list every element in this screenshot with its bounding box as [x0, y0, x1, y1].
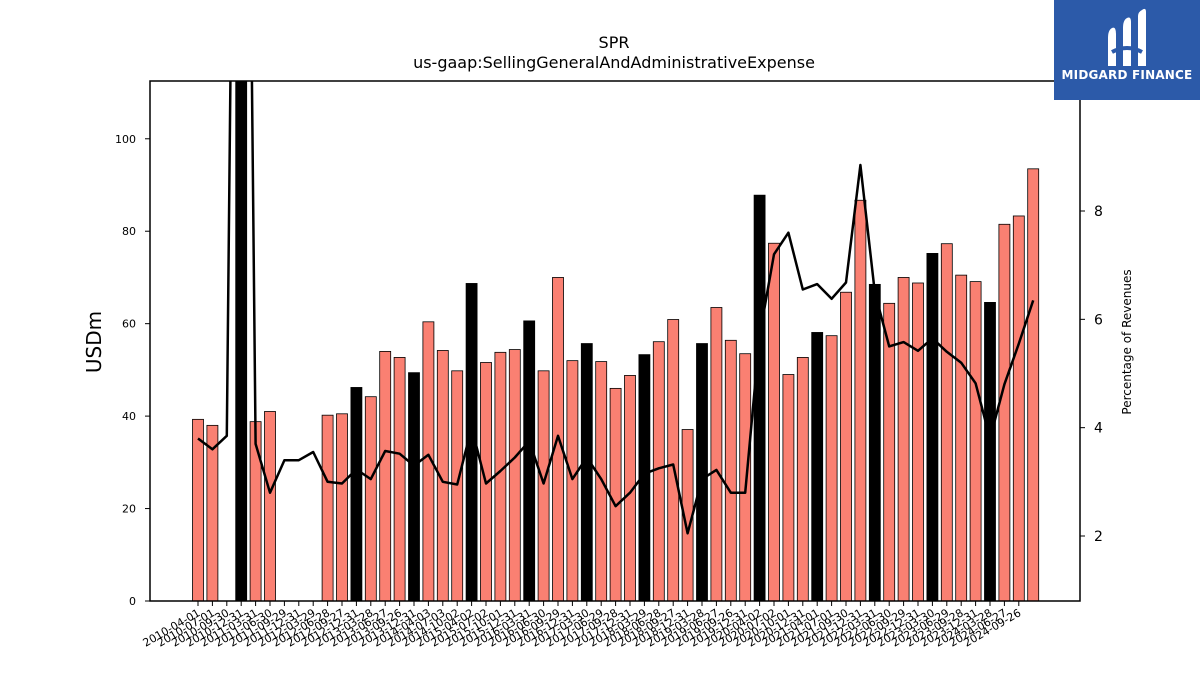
bar-2016-03-31: [523, 320, 536, 601]
bar-2024-06-27: [998, 223, 1011, 601]
bar-2012-09-27: [336, 413, 348, 601]
y2-axis-label: Percentage of Revenues: [1120, 269, 1134, 414]
bar-2013-03-28: [364, 396, 377, 601]
bar-2010-04-01: [192, 418, 204, 601]
bar-2021-07-01: [825, 335, 838, 601]
bar-2012-12-31: [350, 387, 363, 601]
y2-tick-label: 2: [1094, 529, 1103, 545]
bar-2020-10-01: [782, 374, 795, 601]
bar-undefined: [1027, 168, 1040, 601]
bar-series: [192, 81, 1040, 601]
bar-2023-06-29: [940, 243, 953, 601]
bar-2022-03-31: [868, 283, 881, 601]
axes: [149, 80, 1081, 602]
bar-2016-12-31: [566, 360, 579, 601]
bar-2019-09-26: [724, 339, 737, 601]
bar-2022-12-31: [912, 282, 924, 601]
bar-2011-03-31: [249, 421, 262, 601]
bar-2021-04-01: [811, 332, 824, 601]
plot-frame: [149, 80, 1081, 602]
brand-logo: MIDGARD FINANCE: [1054, 0, 1200, 100]
bar-2015-04-02: [465, 283, 478, 601]
bar-2019-03-28: [696, 343, 708, 601]
brand-name: MIDGARD FINANCE: [1061, 68, 1193, 82]
y-tick-label: 40: [122, 410, 136, 423]
y2-tick-label: 6: [1094, 312, 1103, 328]
bar-2014-07-03: [436, 350, 449, 601]
chart-title: SPR: [599, 33, 630, 52]
bar-2015-10-01: [494, 351, 507, 601]
bar-2019-12-31: [739, 353, 752, 601]
bar-2024-09-26: [1012, 215, 1025, 601]
bar-2020-07-02: [768, 242, 780, 601]
bar-2022-06-30: [883, 302, 896, 601]
bar-2010-12-31: [235, 81, 248, 601]
bar-2017-09-28: [609, 387, 622, 601]
y-axis-ticks: 0 20 40 60 80 100: [115, 133, 150, 608]
bar-2018-09-27: [667, 319, 680, 601]
bar-2010-07-01: [206, 424, 219, 601]
bar-2018-03-29: [638, 354, 651, 601]
midgard-m-logo-icon: [1108, 8, 1146, 67]
bar-2017-03-30: [580, 343, 593, 601]
bar-2012-06-28: [321, 414, 334, 601]
bar-2021-12-31: [854, 199, 867, 601]
y-tick-label: 60: [122, 318, 136, 331]
y2-tick-label: 8: [1094, 204, 1103, 220]
y-axis-label: USDm: [82, 311, 106, 373]
bar-2024-03-28: [984, 302, 996, 601]
y-tick-label: 0: [129, 595, 136, 608]
bar-2023-09-28: [955, 274, 968, 601]
y2-axis-ticks: 2 4 6 8: [1080, 204, 1103, 545]
bar-2013-12-31: [408, 372, 420, 601]
bar-2014-10-02: [451, 370, 464, 601]
bar-2016-06-30: [537, 370, 550, 601]
bar-2014-04-03: [422, 321, 435, 601]
bar-2022-09-29: [897, 277, 910, 601]
bar-2019-06-27: [710, 307, 723, 601]
bar-2013-06-27: [379, 350, 392, 601]
bar-2020-04-02: [753, 194, 766, 601]
y-tick-label: 100: [115, 133, 136, 146]
bar-2018-06-28: [652, 341, 665, 601]
bar-2020-12-31: [796, 357, 809, 601]
bar-2021-09-30: [840, 291, 852, 601]
bar-2015-12-31: [508, 349, 521, 601]
pct-of-revenue-line: [197, 81, 1035, 535]
chart-subtitle: us-gaap:SellingGeneralAndAdministrativeE…: [413, 53, 815, 72]
bar-2011-06-30: [264, 411, 276, 601]
x-axis-ticks: 2010-04-012010-07-012010-09-302010-12-31…: [141, 601, 1023, 650]
bar-2023-03-30: [926, 253, 939, 601]
bar-2023-12-31: [969, 281, 982, 601]
bar-2013-09-26: [393, 357, 406, 601]
y2-tick-label: 4: [1094, 421, 1103, 437]
y-tick-label: 20: [122, 503, 136, 516]
pct-line-series: [197, 81, 1035, 535]
y-tick-label: 80: [122, 225, 136, 238]
